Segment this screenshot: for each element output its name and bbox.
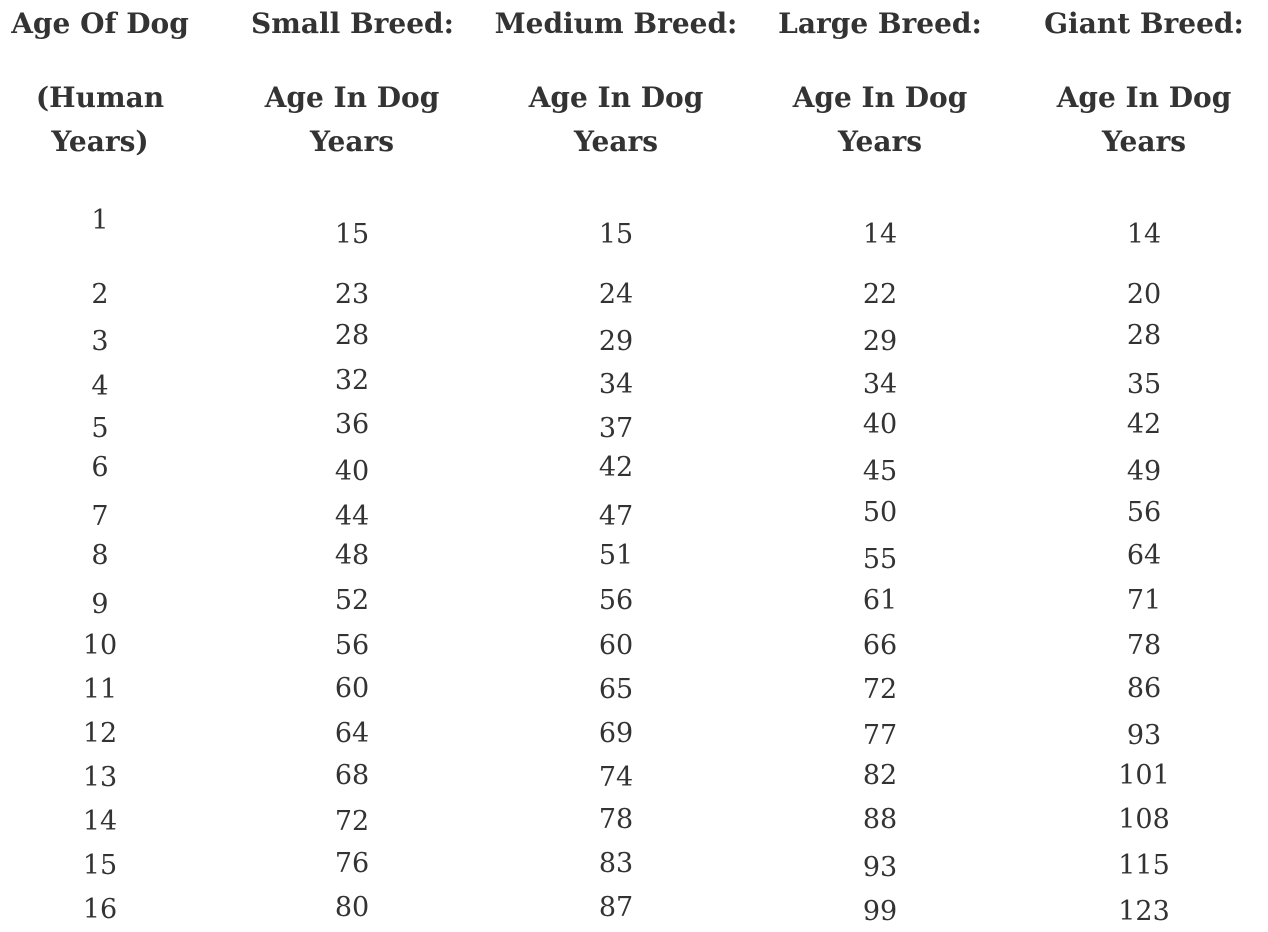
dog-age-cell: 86 xyxy=(1126,673,1162,704)
dog-age-cell: 14 xyxy=(1126,219,1162,250)
column-header-small-breed: Small Breed: Age In Dog Years xyxy=(235,2,470,164)
column-header-subtitle: (Human Years) xyxy=(35,81,165,158)
human-age-cell: 7 xyxy=(91,501,109,532)
column-header-medium-breed: Medium Breed: Age In Dog Years xyxy=(490,2,742,164)
column-header-title: Medium Breed: xyxy=(494,7,738,40)
human-age-cell: 3 xyxy=(91,326,109,357)
dog-age-cell: 77 xyxy=(862,720,898,751)
dog-age-cell: 47 xyxy=(598,501,634,532)
dog-age-cell: 37 xyxy=(598,413,634,444)
dog-age-cell: 24 xyxy=(598,279,634,310)
dog-age-cell: 72 xyxy=(862,674,898,705)
column-header-subtitle: Age In Dog Years xyxy=(264,81,440,158)
dog-age-cell: 15 xyxy=(334,219,370,250)
dog-age-cell: 80 xyxy=(334,892,370,923)
dog-age-cell: 60 xyxy=(598,630,634,661)
human-age-cell: 11 xyxy=(82,674,118,705)
dog-age-cell: 22 xyxy=(862,279,898,310)
column-header-title: Small Breed: xyxy=(251,7,454,40)
dog-age-cell: 68 xyxy=(334,760,370,791)
dog-age-cell: 34 xyxy=(598,369,634,400)
dog-age-cell: 64 xyxy=(1126,540,1162,571)
dog-age-cell: 64 xyxy=(334,718,370,749)
dog-age-cell: 28 xyxy=(334,320,370,351)
dog-age-cell: 93 xyxy=(1126,720,1162,751)
dog-age-cell: 87 xyxy=(598,892,634,923)
dog-age-cell: 55 xyxy=(862,544,898,575)
human-age-cell: 15 xyxy=(82,850,118,881)
human-age-cell: 16 xyxy=(82,894,118,925)
dog-age-cell: 74 xyxy=(598,762,634,793)
column-header-title: Age Of Dog xyxy=(11,7,189,40)
human-age-cell: 13 xyxy=(82,762,118,793)
dog-age-cell: 52 xyxy=(334,585,370,616)
dog-age-cell: 72 xyxy=(334,806,370,837)
dog-age-cell: 123 xyxy=(1118,896,1170,927)
column-header-title: Large Breed: xyxy=(778,7,982,40)
dog-age-cell: 82 xyxy=(862,760,898,791)
dog-age-cell: 61 xyxy=(862,585,898,616)
dog-age-cell: 44 xyxy=(334,501,370,532)
dog-age-cell: 56 xyxy=(598,585,634,616)
human-age-cell: 14 xyxy=(82,806,118,837)
column-header-subtitle: Age In Dog Years xyxy=(792,81,968,158)
human-age-cell: 9 xyxy=(91,589,109,620)
dog-age-cell: 71 xyxy=(1126,585,1162,616)
human-age-cell: 5 xyxy=(91,413,109,444)
dog-age-cell: 76 xyxy=(334,848,370,879)
dog-age-cell: 40 xyxy=(862,409,898,440)
dog-age-cell: 101 xyxy=(1118,760,1170,791)
dog-age-cell: 65 xyxy=(598,674,634,705)
dog-age-cell: 34 xyxy=(862,369,898,400)
dog-age-cell: 36 xyxy=(334,409,370,440)
dog-age-cell: 14 xyxy=(862,219,898,250)
dog-age-cell: 50 xyxy=(862,497,898,528)
dog-age-cell: 42 xyxy=(1126,409,1162,440)
dog-age-cell: 83 xyxy=(598,848,634,879)
dog-age-cell: 49 xyxy=(1126,456,1162,487)
human-age-cell: 4 xyxy=(91,371,109,402)
human-age-cell: 12 xyxy=(82,718,118,749)
column-header-title: Giant Breed: xyxy=(1044,7,1244,40)
dog-age-cell: 40 xyxy=(334,456,370,487)
dog-age-cell: 29 xyxy=(598,326,634,357)
column-header-subtitle: Age In Dog Years xyxy=(1056,81,1232,158)
dog-age-cell: 20 xyxy=(1126,279,1162,310)
column-header-large-breed: Large Breed: Age In Dog Years xyxy=(765,2,995,164)
dog-age-cell: 108 xyxy=(1118,804,1170,835)
dog-age-cell: 69 xyxy=(598,718,634,749)
dog-age-cell: 115 xyxy=(1118,850,1170,881)
column-header-human-age: Age Of Dog (Human Years) xyxy=(0,2,200,164)
human-age-cell: 2 xyxy=(91,279,109,310)
dog-age-cell: 35 xyxy=(1126,369,1162,400)
dog-age-cell: 51 xyxy=(598,540,634,571)
dog-age-cell: 48 xyxy=(334,540,370,571)
dog-age-cell: 42 xyxy=(598,452,634,483)
column-header-subtitle: Age In Dog Years xyxy=(528,81,704,158)
dog-age-cell: 29 xyxy=(862,326,898,357)
dog-age-cell: 56 xyxy=(1126,497,1162,528)
human-age-cell: 8 xyxy=(91,540,109,571)
human-age-cell: 6 xyxy=(91,452,109,483)
human-age-cell: 1 xyxy=(91,205,109,236)
dog-age-cell: 99 xyxy=(862,896,898,927)
dog-age-cell: 56 xyxy=(334,630,370,661)
human-age-cell: 10 xyxy=(82,630,118,661)
dog-age-cell: 88 xyxy=(862,804,898,835)
dog-age-cell: 15 xyxy=(598,219,634,250)
dog-age-cell: 23 xyxy=(334,279,370,310)
dog-age-cell: 93 xyxy=(862,852,898,883)
column-header-giant-breed: Giant Breed: Age In Dog Years xyxy=(1030,2,1258,164)
dog-age-cell: 66 xyxy=(862,630,898,661)
dog-age-cell: 28 xyxy=(1126,320,1162,351)
dog-age-cell: 78 xyxy=(1126,630,1162,661)
dog-age-cell: 32 xyxy=(334,365,370,396)
dog-age-cell: 45 xyxy=(862,456,898,487)
dog-age-cell: 60 xyxy=(334,673,370,704)
dog-age-cell: 78 xyxy=(598,804,634,835)
